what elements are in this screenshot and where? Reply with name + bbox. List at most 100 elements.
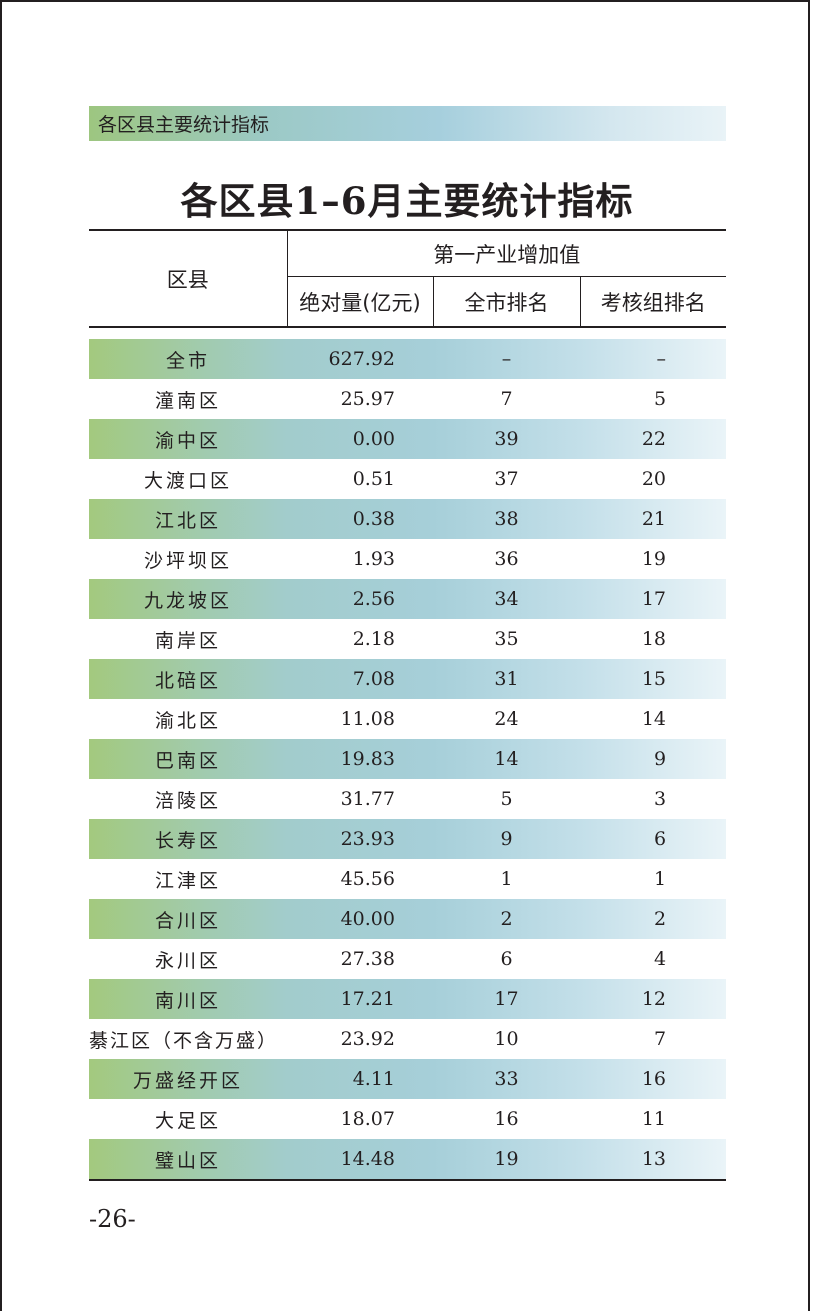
group-rank: 1 — [653, 868, 667, 890]
district-name: 北碚区 — [89, 659, 287, 699]
city-rank: 2 — [433, 899, 580, 939]
district-name: 璧山区 — [89, 1139, 287, 1181]
table-row: 永川区 27.38 6 4 — [89, 939, 726, 979]
group-rank: 11 — [641, 1108, 667, 1130]
table-row: 万盛经开区 4.11 33 16 — [89, 1059, 727, 1099]
group-rank: 12 — [580, 979, 727, 1019]
district-name: 合川区 — [89, 899, 287, 939]
city-rank: 6 — [500, 948, 513, 970]
page-number: -26- — [89, 1205, 136, 1233]
table-row: 南川区 17.21 17 12 — [89, 979, 727, 1019]
city-rank: 1 — [500, 868, 513, 890]
statistics-table: 区县 第一产业增加值 绝对量(亿元) 全市排名 考核组排名 全市 627.92– –… — [89, 229, 727, 1181]
city-rank: 10 — [494, 1028, 519, 1050]
page-title: 各区县1–6月主要统计指标 — [180, 179, 634, 223]
city-rank: 7 — [500, 388, 513, 410]
table-row: 九龙坡区 2.56 34 17 — [89, 579, 727, 619]
district-name: 南川区 — [89, 979, 287, 1019]
section-label: 各区县主要统计指标 — [98, 114, 270, 136]
group-rank: 17 — [580, 579, 727, 619]
table-row: 大渡口区 0.51 37 20 — [89, 459, 726, 499]
table-row: 合川区 40.00 2 2 — [89, 899, 727, 939]
header-absolute-value: 绝对量(亿元) — [299, 290, 421, 315]
table-row: 江津区 45.56 1 1 — [89, 859, 726, 899]
absolute-value: 7.08 — [287, 659, 433, 699]
header-group-rank: 考核组排名 — [600, 290, 706, 315]
group-rank: 13 — [580, 1139, 727, 1181]
table-row: 沙坪坝区 1.93 36 19 — [89, 539, 726, 579]
city-rank: 9 — [433, 819, 580, 859]
city-rank: 17 — [433, 979, 580, 1019]
group-rank: 5 — [653, 388, 667, 410]
absolute-value: 14.48 — [287, 1139, 433, 1181]
absolute-value: 1.93 — [352, 548, 395, 570]
absolute-value: 18.07 — [340, 1108, 395, 1130]
district-name: 江津区 — [154, 869, 221, 892]
absolute-value: 23.92 — [340, 1028, 395, 1050]
absolute-value: 0.38 — [287, 499, 433, 539]
absolute-value: 2.18 — [352, 628, 395, 650]
district-name: 涪陵区 — [154, 789, 221, 812]
district-name: 大足区 — [154, 1109, 221, 1132]
table-row: 巴南区 19.83 14 9 — [89, 739, 727, 779]
city-rank: 24 — [494, 708, 519, 730]
district-name: 九龙坡区 — [89, 579, 287, 619]
absolute-value: 627.92 — [287, 339, 433, 379]
absolute-value: 23.93 — [287, 819, 433, 859]
table-row: 渝中区 0.00 39 22 — [89, 419, 727, 459]
city-rank: 5 — [500, 788, 513, 810]
city-rank: 37 — [494, 468, 519, 490]
group-rank: 7 — [653, 1028, 667, 1050]
district-name: 渝北区 — [154, 709, 221, 732]
district-name: 大渡口区 — [143, 469, 232, 492]
district-name: 渝中区 — [89, 419, 287, 459]
city-rank: 19 — [433, 1139, 580, 1181]
absolute-value: 25.97 — [340, 388, 395, 410]
absolute-value: 2.56 — [287, 579, 433, 619]
group-rank: 2 — [580, 899, 727, 939]
header-city-rank: 全市排名 — [432, 276, 581, 327]
district-name: 潼南区 — [154, 389, 221, 412]
city-rank: 31 — [433, 659, 580, 699]
absolute-value: 0.51 — [352, 468, 395, 490]
table-row: 綦江区（不含万盛） 23.92 10 7 — [89, 1019, 726, 1059]
absolute-value: 0.00 — [287, 419, 433, 459]
group-rank: 6 — [580, 819, 727, 859]
table-row: 江北区 0.38 38 21 — [89, 499, 727, 539]
table-spacer — [89, 327, 726, 339]
group-rank: 22 — [580, 419, 727, 459]
group-rank: 21 — [580, 499, 727, 539]
city-rank: – — [433, 339, 580, 379]
city-rank: 33 — [433, 1059, 580, 1099]
district-name: 万盛经开区 — [89, 1059, 287, 1099]
table-row: 渝北区 11.08 24 14 — [89, 699, 726, 739]
table-row: 涪陵区 31.77 5 3 — [89, 779, 726, 819]
district-name: 巴南区 — [89, 739, 287, 779]
table-row: 大足区 18.07 16 11 — [89, 1099, 726, 1139]
group-rank: 14 — [641, 708, 667, 730]
district-name: 沙坪坝区 — [143, 549, 232, 572]
absolute-value: 17.21 — [287, 979, 433, 1019]
district-name: 全市 — [89, 339, 287, 379]
absolute-value: 4.11 — [287, 1059, 433, 1099]
district-name: 南岸区 — [154, 629, 221, 652]
absolute-value: 31.77 — [340, 788, 395, 810]
group-rank: 19 — [641, 548, 667, 570]
section-header-band: 各区县主要统计指标 — [89, 106, 726, 141]
district-name: 綦江区（不含万盛） — [89, 1029, 279, 1052]
table-row: 全市 627.92– – — [89, 339, 727, 379]
absolute-value: 19.83 — [287, 739, 433, 779]
table-row: 璧山区 14.48 19 13 — [89, 1139, 727, 1181]
city-rank: 34 — [433, 579, 580, 619]
group-rank: – — [580, 339, 727, 379]
absolute-value: 27.38 — [340, 948, 395, 970]
district-name: 永川区 — [154, 949, 221, 972]
group-rank: 18 — [641, 628, 667, 650]
header-district: 区县 — [89, 230, 288, 328]
group-rank: 15 — [580, 659, 727, 699]
city-rank: 36 — [494, 548, 519, 570]
group-rank: 4 — [653, 948, 667, 970]
city-rank: 38 — [433, 499, 580, 539]
city-rank: 39 — [433, 419, 580, 459]
